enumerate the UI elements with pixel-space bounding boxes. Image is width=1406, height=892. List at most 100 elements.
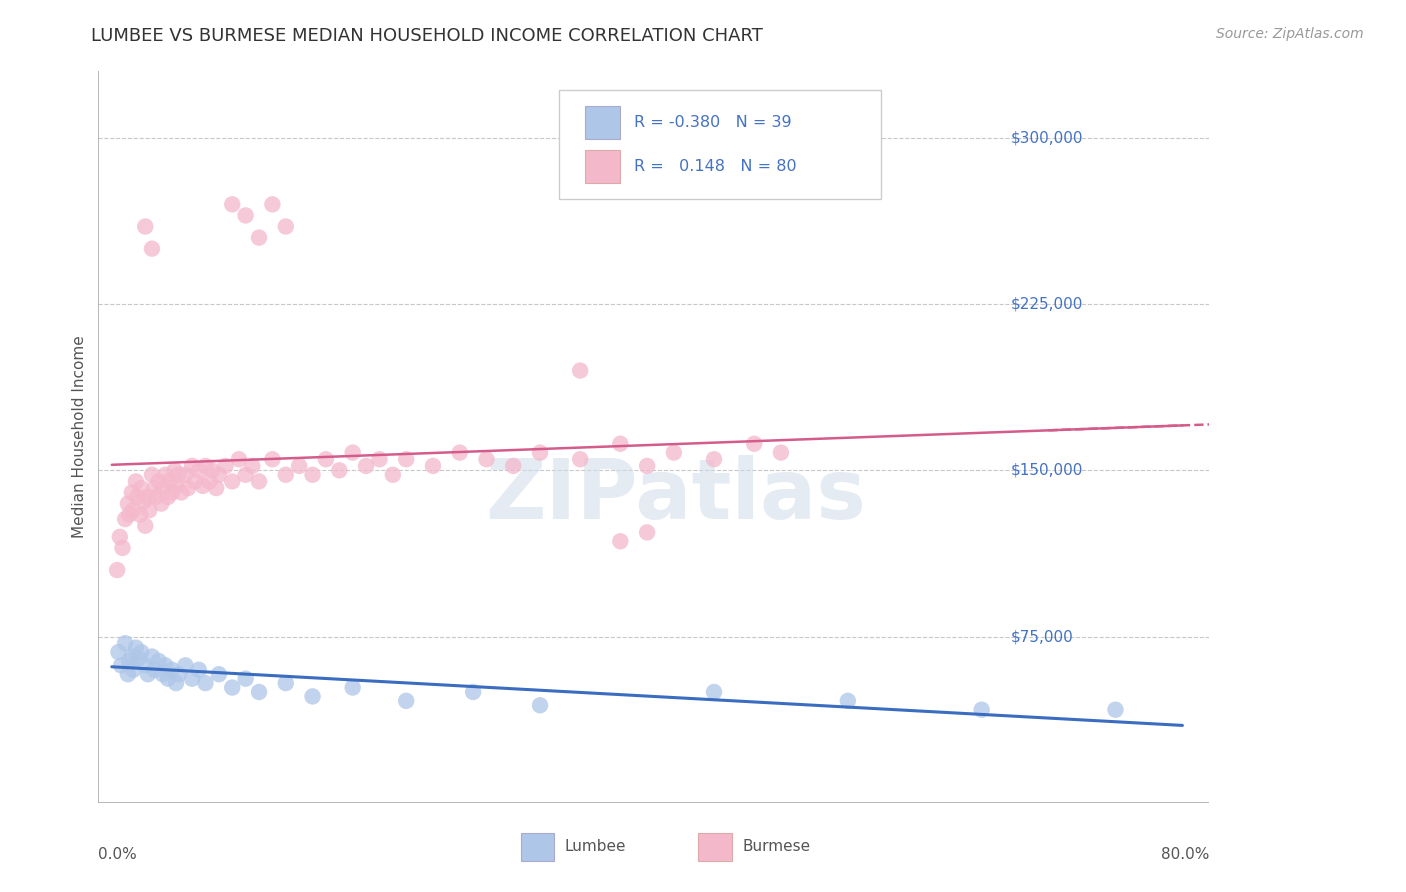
Point xyxy=(381,467,404,482)
Point xyxy=(1104,703,1126,717)
Text: LUMBEE VS BURMESE MEDIAN HOUSEHOLD INCOME CORRELATION CHART: LUMBEE VS BURMESE MEDIAN HOUSEHOLD INCOM… xyxy=(91,27,763,45)
Point xyxy=(247,685,270,699)
Point xyxy=(155,658,177,673)
Point xyxy=(121,485,143,500)
Point xyxy=(156,490,179,504)
Y-axis label: Median Household Income: Median Household Income xyxy=(72,335,87,539)
Text: R = -0.380   N = 39: R = -0.380 N = 39 xyxy=(634,115,792,130)
Point xyxy=(160,485,183,500)
Point xyxy=(274,467,297,482)
Point xyxy=(177,481,200,495)
Point xyxy=(141,467,163,482)
Point xyxy=(174,658,197,673)
Point xyxy=(152,667,174,681)
Point xyxy=(145,490,167,504)
Point xyxy=(262,197,284,211)
Point xyxy=(228,452,250,467)
Point xyxy=(837,694,859,708)
Text: $150,000: $150,000 xyxy=(1011,463,1083,478)
Point xyxy=(529,445,551,459)
Point xyxy=(121,649,143,664)
Point xyxy=(221,197,243,211)
Point xyxy=(636,525,658,540)
Point xyxy=(609,436,631,450)
Text: R =   0.148   N = 80: R = 0.148 N = 80 xyxy=(634,159,796,174)
FancyBboxPatch shape xyxy=(585,151,620,183)
Point xyxy=(129,645,152,659)
FancyBboxPatch shape xyxy=(699,833,731,861)
Point xyxy=(342,681,364,695)
Point xyxy=(208,467,231,482)
Point xyxy=(247,475,270,489)
Point xyxy=(187,463,209,477)
Point xyxy=(315,452,337,467)
Point xyxy=(125,475,148,489)
Point xyxy=(167,467,190,482)
Point xyxy=(117,667,139,681)
Point xyxy=(105,563,128,577)
Point xyxy=(191,479,214,493)
Point xyxy=(274,219,297,234)
Point xyxy=(328,463,350,477)
Point xyxy=(636,458,658,473)
Text: ZIPatlas: ZIPatlas xyxy=(485,455,866,536)
Point xyxy=(274,676,297,690)
Point xyxy=(247,230,270,244)
Point xyxy=(342,445,364,459)
Point xyxy=(111,541,134,555)
Point xyxy=(201,463,224,477)
Point xyxy=(449,445,471,459)
Point xyxy=(301,467,323,482)
Text: $300,000: $300,000 xyxy=(1011,130,1083,145)
Point xyxy=(194,676,217,690)
FancyBboxPatch shape xyxy=(560,90,882,200)
Point xyxy=(198,475,221,489)
Point xyxy=(742,436,765,450)
Point xyxy=(240,458,263,473)
Point xyxy=(148,654,170,668)
Point xyxy=(138,503,160,517)
Point xyxy=(165,479,187,493)
Point xyxy=(118,508,141,522)
Point xyxy=(155,467,177,482)
Point xyxy=(129,481,152,495)
Point xyxy=(395,694,418,708)
Point xyxy=(174,467,197,482)
Point xyxy=(136,667,159,681)
Point xyxy=(703,452,725,467)
Point xyxy=(235,672,257,686)
Text: 80.0%: 80.0% xyxy=(1161,847,1209,862)
Point xyxy=(662,445,685,459)
Point xyxy=(235,209,257,223)
Point xyxy=(129,508,152,522)
Point xyxy=(132,494,155,508)
Point xyxy=(205,481,228,495)
Point xyxy=(128,651,150,665)
Point xyxy=(160,663,183,677)
Point xyxy=(569,452,592,467)
Point xyxy=(163,463,186,477)
Point xyxy=(114,512,136,526)
Point xyxy=(157,475,180,489)
Point xyxy=(167,667,190,681)
Point xyxy=(208,667,231,681)
Point xyxy=(221,681,243,695)
Point xyxy=(970,703,993,717)
Point xyxy=(152,481,174,495)
Point xyxy=(165,676,187,690)
Point xyxy=(148,475,170,489)
FancyBboxPatch shape xyxy=(520,833,554,861)
Point xyxy=(422,458,444,473)
Point xyxy=(184,475,207,489)
Point xyxy=(108,530,131,544)
Point xyxy=(262,452,284,467)
Point xyxy=(150,497,173,511)
Point xyxy=(214,458,236,473)
Point xyxy=(127,490,149,504)
Point xyxy=(609,534,631,549)
Point xyxy=(134,518,156,533)
Point xyxy=(181,672,204,686)
Text: Burmese: Burmese xyxy=(742,839,811,855)
Text: Lumbee: Lumbee xyxy=(565,839,627,855)
Point xyxy=(122,663,145,677)
